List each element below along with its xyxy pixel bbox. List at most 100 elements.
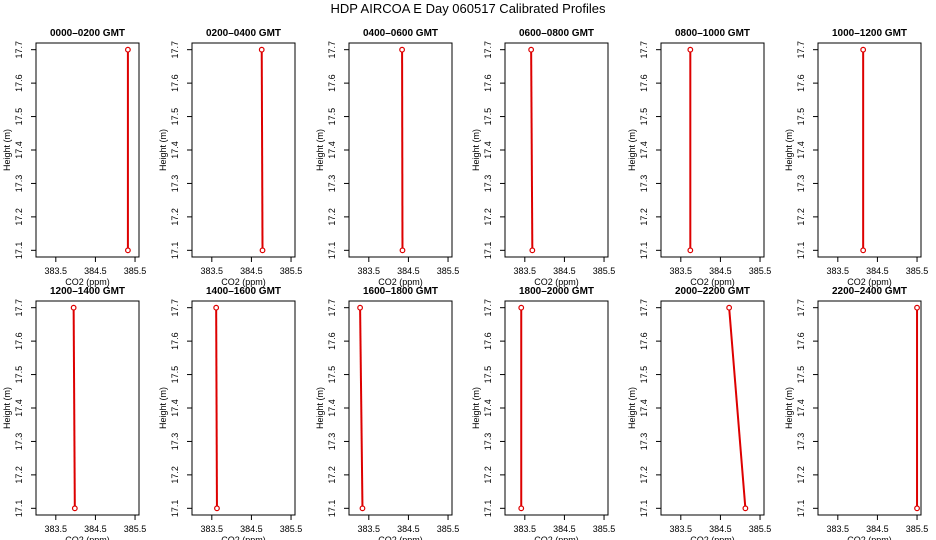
x-tick-label: 384.5 — [866, 266, 889, 276]
y-tick-label: 17.3 — [14, 433, 24, 451]
plot-frame — [348, 42, 453, 258]
x-axis-label: CO2 (ppm) — [221, 535, 266, 540]
y-tick-label: 17.6 — [327, 332, 337, 350]
profile-line — [359, 307, 364, 509]
y-tick-label: 17.2 — [14, 466, 24, 484]
profile-point — [213, 304, 220, 311]
x-tick-label: 383.5 — [514, 524, 537, 534]
x-tick-label: 385.5 — [749, 266, 772, 276]
plot-frame — [504, 42, 609, 258]
y-tick-label: 17.2 — [796, 208, 806, 226]
y-tick-label: 17.6 — [483, 74, 493, 92]
y-tick-label: 17.1 — [14, 500, 24, 518]
x-tick-label: 383.5 — [827, 524, 850, 534]
panel-1: 0000–0200 GMT 383.5 384.5 385.5 CO2 (ppm) 17.… — [2, 28, 146, 287]
y-tick-label: 17.7 — [796, 41, 806, 59]
plot-frame — [191, 42, 296, 258]
y-tick-label: 17.4 — [639, 399, 649, 417]
x-tick-label: 384.5 — [553, 266, 576, 276]
x-tick-label: 385.5 — [906, 524, 929, 534]
x-tick-label: 383.5 — [670, 266, 693, 276]
panel-title: 2200–2400 GMT — [832, 286, 907, 297]
y-axis-label: Height (m) — [315, 387, 325, 429]
panel-9: 1600–1800 GMT 383.5 384.5 385.5 CO2 (ppm) 17.… — [315, 286, 459, 540]
x-tick-label: 385.5 — [593, 266, 616, 276]
profile-point — [518, 505, 525, 512]
y-tick-label: 17.2 — [483, 466, 493, 484]
profile-point — [860, 247, 867, 254]
y-tick-label: 17.1 — [170, 242, 180, 260]
x-tick-label: 384.5 — [397, 266, 420, 276]
profile-point — [125, 247, 131, 254]
y-tick-label: 17.3 — [327, 433, 337, 451]
profile-point — [259, 247, 266, 254]
y-tick-label: 17.3 — [796, 175, 806, 193]
y-tick-label: 17.4 — [483, 141, 493, 159]
profile-point — [258, 46, 265, 53]
y-tick-label: 17.4 — [327, 141, 337, 159]
y-tick-label: 17.6 — [14, 74, 24, 92]
profile-point — [214, 505, 220, 512]
profile-point — [70, 304, 77, 311]
x-axis-label: CO2 (ppm) — [690, 277, 735, 287]
y-tick-label: 17.6 — [327, 74, 337, 92]
page-title: HDP AIRCOA E Day 060517 Calibrated Profi… — [330, 1, 606, 16]
y-axis-label: Height (m) — [471, 129, 481, 171]
y-axis-label: Height (m) — [158, 387, 168, 429]
x-tick-label: 384.5 — [240, 524, 263, 534]
y-tick-label: 17.4 — [327, 399, 337, 417]
y-tick-label: 17.1 — [327, 500, 337, 518]
profile-point — [399, 247, 406, 254]
profile-point — [357, 304, 363, 311]
y-tick-label: 17.3 — [483, 433, 493, 451]
y-tick-label: 17.6 — [639, 332, 649, 350]
x-tick-label: 384.5 — [709, 266, 732, 276]
x-axis-label: CO2 (ppm) — [847, 277, 892, 287]
y-tick-label: 17.1 — [639, 500, 649, 518]
y-tick-label: 17.4 — [796, 141, 806, 159]
profile-line — [260, 49, 264, 251]
y-tick-label: 17.2 — [14, 208, 24, 226]
y-tick-label: 17.6 — [796, 74, 806, 92]
y-tick-label: 17.3 — [639, 433, 649, 451]
y-tick-label: 17.7 — [483, 299, 493, 317]
x-tick-label: 385.5 — [280, 524, 303, 534]
y-tick-label: 17.5 — [327, 108, 337, 126]
panel-title: 0000–0200 GMT — [50, 28, 125, 39]
y-tick-label: 17.4 — [14, 141, 24, 159]
x-axis-label: CO2 (ppm) — [65, 277, 110, 287]
y-axis-label: Height (m) — [158, 129, 168, 171]
profile-point — [742, 505, 749, 512]
y-tick-label: 17.7 — [796, 299, 806, 317]
y-tick-label: 17.1 — [639, 242, 649, 260]
x-tick-label: 383.5 — [201, 524, 224, 534]
y-tick-label: 17.3 — [170, 175, 180, 193]
y-axis-label: Height (m) — [784, 387, 794, 429]
panel-title: 0200–0400 GMT — [206, 28, 281, 39]
profile-point — [687, 46, 694, 53]
profile-line — [72, 307, 76, 509]
y-tick-label: 17.2 — [327, 466, 337, 484]
y-tick-label: 17.5 — [796, 366, 806, 384]
x-tick-label: 384.5 — [240, 266, 263, 276]
panel-10: 1800–2000 GMT 383.5 384.5 385.5 CO2 (ppm) 17.… — [471, 286, 615, 540]
profile-point — [359, 505, 366, 512]
y-tick-label: 17.2 — [639, 208, 649, 226]
profile-point — [860, 46, 867, 53]
y-tick-label: 17.4 — [14, 399, 24, 417]
panel-title: 1800–2000 GMT — [519, 286, 594, 297]
plot-frame — [817, 42, 922, 258]
profile-point — [914, 304, 920, 311]
y-tick-label: 17.2 — [170, 208, 180, 226]
panel-11: 2000–2200 GMT 383.5 384.5 385.5 CO2 (ppm) 17.… — [627, 286, 771, 540]
y-axis-label: Height (m) — [2, 387, 12, 429]
profile-line — [215, 307, 218, 509]
plot-frame — [660, 42, 765, 258]
y-tick-label: 17.2 — [327, 208, 337, 226]
panel-title: 0600–0800 GMT — [519, 28, 594, 39]
y-tick-label: 17.7 — [639, 41, 649, 59]
y-tick-label: 17.7 — [327, 41, 337, 59]
x-tick-label: 385.5 — [749, 524, 772, 534]
x-axis-label: CO2 (ppm) — [378, 535, 423, 540]
y-tick-label: 17.5 — [483, 108, 493, 126]
